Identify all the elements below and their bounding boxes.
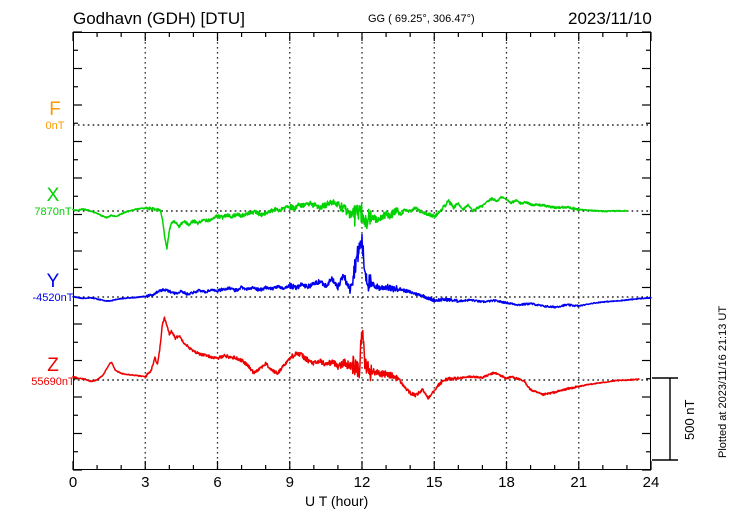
component-symbol-z: Z <box>47 355 59 376</box>
component-symbol-y: Y <box>46 271 60 292</box>
x-axis-title: U T (hour) <box>305 493 369 509</box>
component-baseline-f: 0nT <box>45 120 65 132</box>
component-label-z: Z 55690nT <box>18 356 88 390</box>
trace-x <box>72 195 628 250</box>
x-axis-tick-label: 9 <box>285 474 294 491</box>
x-axis-tick-label: 6 <box>213 474 222 491</box>
component-label-f: F 0nT <box>20 100 90 134</box>
x-axis-tick-label: 21 <box>570 474 588 491</box>
x-axis-tick-label: 3 <box>141 474 150 491</box>
x-axis-tick-label: 24 <box>642 474 660 491</box>
observation-date: 2023/11/10 <box>568 9 652 28</box>
x-axis-tick-label: 0 <box>68 474 78 491</box>
geographic-coordinates: GG ( 69.25°, 306.47°) <box>368 13 475 25</box>
x-axis-tick-label: 15 <box>425 474 443 491</box>
component-label-y: Y -4520nT <box>18 272 88 306</box>
page-title: Godhavn (GDH) [DTU] <box>73 9 245 28</box>
component-baseline-z: 55690nT <box>31 376 75 388</box>
x-axis-tick-label: 18 <box>498 474 515 491</box>
trace-z <box>72 316 640 400</box>
component-baseline-x: 7870nT <box>34 206 72 218</box>
plotted-timestamp: Plotted at 2023/11/16 21:13 UT <box>717 305 729 458</box>
x-axis-tick-label: 12 <box>353 474 371 491</box>
component-symbol-f: F <box>49 99 61 120</box>
scale-bar-label: 500 nT <box>682 399 697 440</box>
trace-y <box>72 233 652 309</box>
component-symbol-x: X <box>46 185 60 206</box>
component-label-x: X 7870nT <box>18 186 88 220</box>
component-baseline-y: -4520nT <box>32 292 74 304</box>
